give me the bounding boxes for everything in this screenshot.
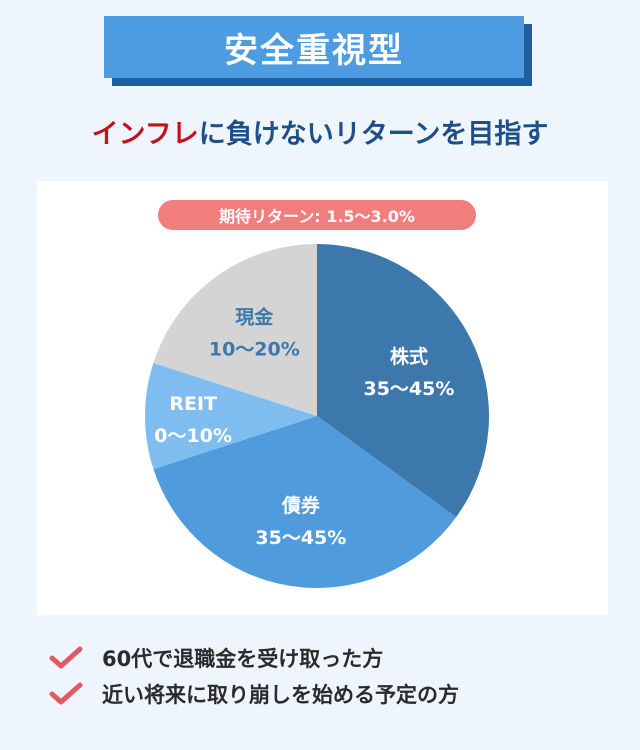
pie-label-stocks: 株式 xyxy=(390,345,428,368)
check-icon xyxy=(49,682,83,705)
checklist-item: 近い将来に取り崩しを始める予定の方 xyxy=(48,676,608,712)
pie-value-label-stocks: 35〜45% xyxy=(363,378,454,400)
pie-slice-stocks xyxy=(317,244,490,518)
pie-value-label-reit: 0〜10% xyxy=(154,425,232,447)
pie-slice-cash xyxy=(153,244,317,416)
subtitle-accent: インフレ xyxy=(91,119,199,150)
expected-return-badge: 期待リターン: 1.5〜3.0% xyxy=(158,200,476,230)
pie-slice-bonds xyxy=(153,416,457,589)
checklist-item-label: 60代で退職金を受け取った方 xyxy=(102,647,384,671)
subtitle-rest: に負けないリターンを目指す xyxy=(198,119,549,150)
pie-value-label-bonds: 35〜45% xyxy=(255,527,346,549)
pie-label-bonds: 債券 xyxy=(281,494,321,517)
checklist-item: 60代で退職金を受け取った方 xyxy=(48,640,608,676)
target-checklist: 60代で退職金を受け取った方 近い将来に取り崩しを始める予定の方 xyxy=(48,640,608,712)
checklist-item-label: 近い将来に取り崩しを始める予定の方 xyxy=(102,683,459,707)
pie-value-label-cash: 10〜20% xyxy=(209,339,300,361)
check-icon xyxy=(49,646,83,669)
page-title: 安全重視型 xyxy=(104,16,524,78)
subtitle: インフレに負けないリターンを目指す xyxy=(0,112,640,151)
pie-label-reit: REIT xyxy=(169,393,217,415)
pie-slice-reit xyxy=(145,362,317,470)
pie-label-cash: 現金 xyxy=(235,306,274,329)
